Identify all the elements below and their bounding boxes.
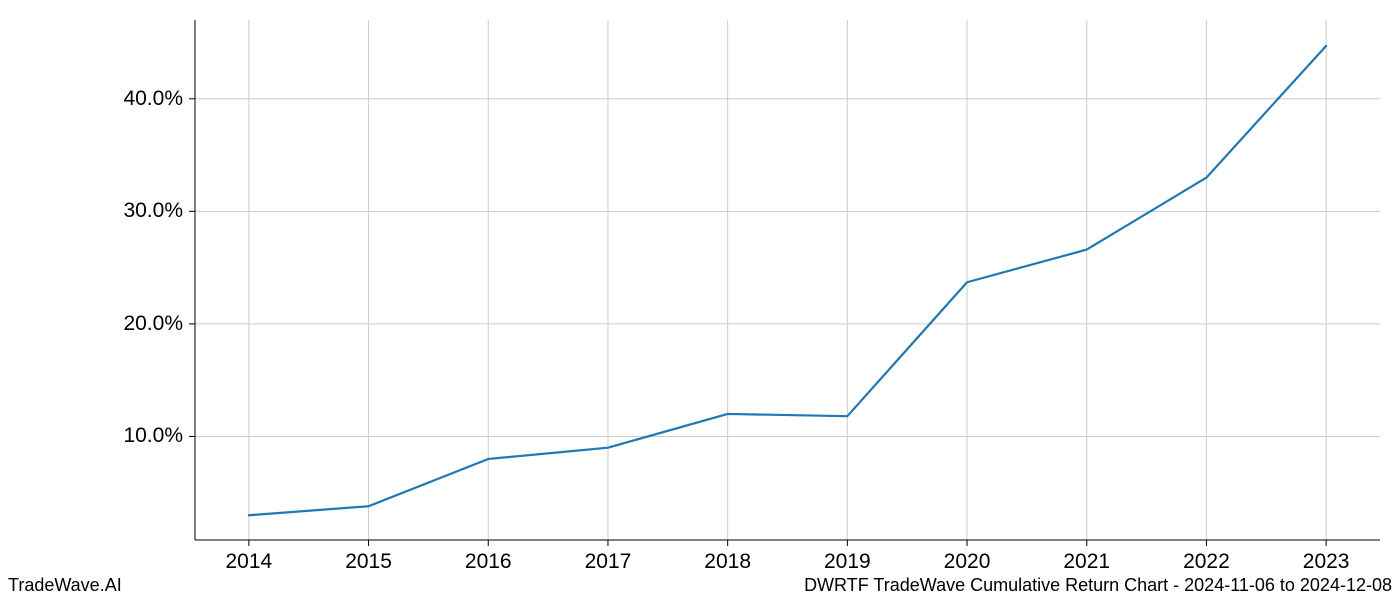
y-tick-label: 30.0% <box>123 199 183 223</box>
footer-right-text: DWRTF TradeWave Cumulative Return Chart … <box>804 575 1392 596</box>
chart-container: 10.0%20.0%30.0%40.0% 2014201520162017201… <box>0 0 1400 600</box>
y-tick-label: 20.0% <box>123 312 183 336</box>
footer-left-text: TradeWave.AI <box>8 575 122 596</box>
line-chart <box>0 0 1400 600</box>
footer: TradeWave.AI DWRTF TradeWave Cumulative … <box>0 570 1400 600</box>
y-tick-label: 10.0% <box>123 424 183 448</box>
y-tick-label: 40.0% <box>123 87 183 111</box>
